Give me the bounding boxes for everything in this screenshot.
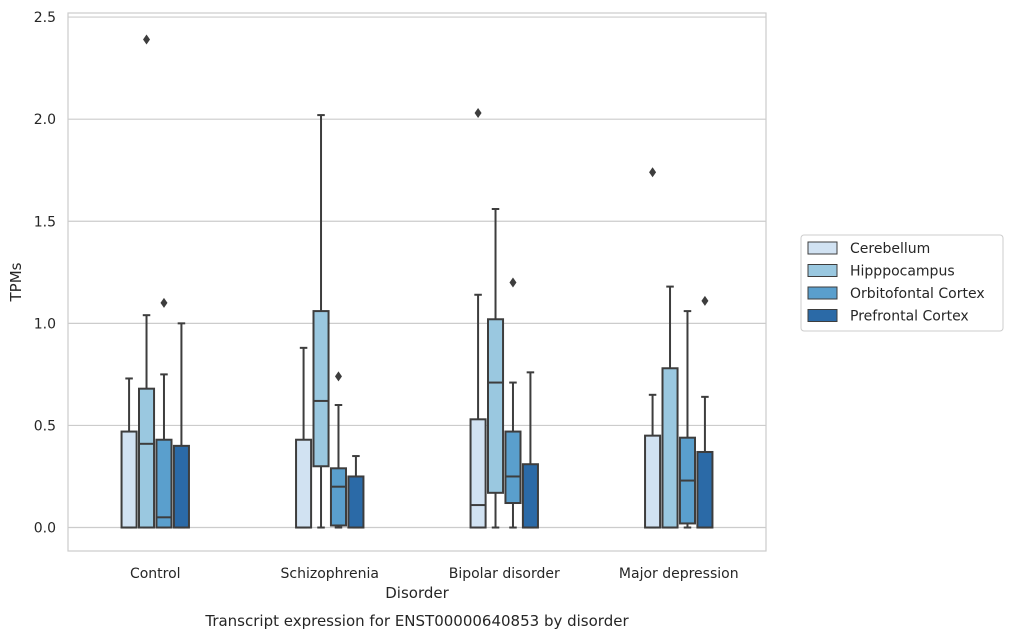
box-hipppocampus	[487, 208, 505, 529]
x-tick-labels: Control Schizophrenia Bipolar disorder Majo…	[130, 566, 739, 582]
box-orbitofontal-cortex	[155, 297, 173, 529]
box-hipppocampus	[138, 34, 156, 529]
y-axis-label: TPMs	[7, 262, 25, 302]
box-body	[487, 318, 505, 494]
y-tick-labels: 0.0 0.5 1.0 1.5 2.0 2.5	[34, 10, 56, 536]
box-orbitofontal-cortex	[329, 371, 348, 529]
box-body	[329, 467, 348, 527]
outlier-point	[509, 277, 517, 288]
box-hipppocampus	[661, 285, 679, 529]
y-tick-label: 0.0	[34, 521, 56, 537]
legend: Cerebellum Hipppocampus Orbitofontal Corte…	[800, 234, 1004, 332]
box-orbitofontal-cortex	[504, 277, 522, 529]
x-tick-label: Major depression	[619, 566, 739, 582]
box-body	[696, 450, 714, 529]
box-series	[120, 34, 714, 529]
box-body	[295, 438, 313, 529]
x-axis-label: Disorder	[385, 584, 449, 602]
box-prefrontal-cortex	[172, 322, 190, 529]
box-body	[661, 367, 679, 529]
box-body	[138, 387, 156, 529]
y-tick-label: 2.5	[34, 10, 56, 26]
legend-label: Prefrontal Cortex	[850, 309, 969, 325]
box-prefrontal-cortex	[347, 455, 365, 529]
box-orbitofontal-cortex	[678, 310, 697, 529]
box-cerebellum	[644, 167, 662, 529]
box-prefrontal-cortex	[521, 371, 539, 529]
box-cerebellum	[120, 377, 138, 529]
box-cerebellum	[469, 108, 487, 529]
box-body	[155, 438, 173, 529]
y-tick-label: 0.5	[34, 418, 56, 434]
box-hipppocampus	[312, 114, 330, 529]
box-body	[120, 430, 138, 529]
legend-swatch	[807, 309, 838, 322]
legend-swatch	[807, 264, 838, 277]
legend-frame	[800, 234, 1004, 332]
legend-swatch	[807, 286, 838, 300]
box-body	[469, 418, 487, 529]
x-tick-label: Schizophrenia	[281, 566, 379, 582]
box-body	[521, 463, 539, 529]
y-tick-label: 2.0	[34, 112, 56, 128]
y-tick-label: 1.0	[34, 316, 56, 332]
box-body	[504, 430, 522, 505]
outlier-point	[474, 108, 482, 119]
box-body	[347, 475, 365, 529]
box-body	[172, 444, 190, 529]
legend-label: Orbitofontal Cortex	[850, 286, 985, 302]
box-body	[312, 310, 330, 468]
y-tick-label: 1.5	[34, 214, 56, 230]
plot-frame	[67, 12, 767, 552]
plot-background	[68, 13, 766, 551]
outlier-point	[160, 297, 168, 308]
outlier-point	[334, 371, 342, 382]
box-body	[644, 434, 662, 529]
box-cerebellum	[295, 346, 313, 529]
legend-label: Cerebellum	[850, 241, 930, 257]
chart-title: Transcript expression for ENST0000064085…	[204, 612, 629, 630]
outlier-point	[649, 167, 657, 178]
outlier-point	[143, 34, 151, 45]
legend-swatch	[807, 241, 838, 255]
x-tick-label: Control	[130, 566, 181, 582]
legend-label: Hipppocampus	[850, 264, 955, 280]
x-tick-label: Bipolar disorder	[449, 566, 560, 582]
outlier-point	[701, 295, 709, 306]
box-prefrontal-cortex	[696, 295, 714, 529]
